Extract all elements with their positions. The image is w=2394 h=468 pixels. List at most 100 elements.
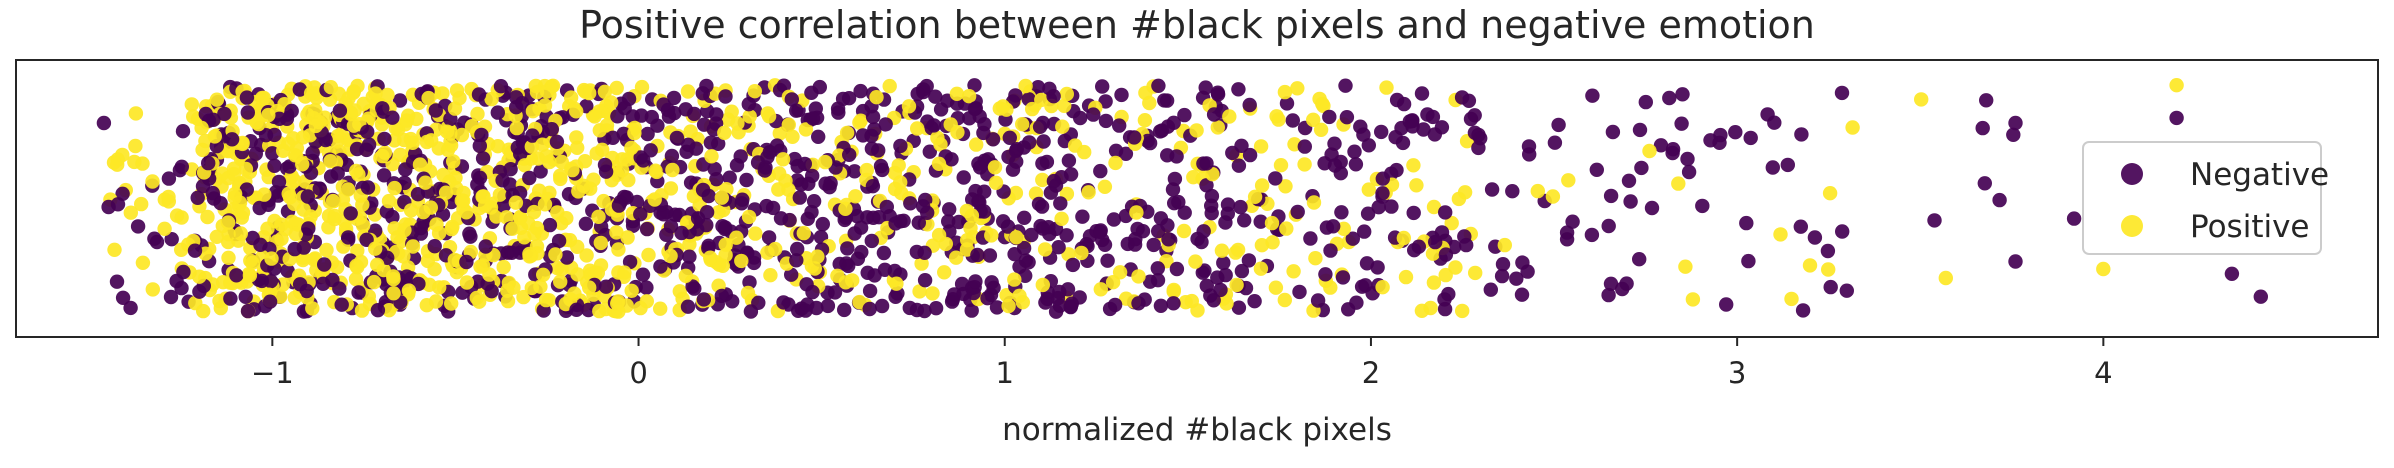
point-positive [1108, 155, 1123, 171]
point-positive [409, 111, 424, 127]
point-negative [840, 241, 855, 256]
point-positive [621, 172, 636, 188]
point-negative [1151, 78, 1166, 94]
point-negative [784, 267, 799, 282]
point-negative [1196, 156, 1211, 171]
point-negative [115, 290, 131, 305]
point-positive [135, 255, 151, 270]
point-negative [862, 301, 877, 317]
point-positive [1545, 189, 1561, 204]
point-positive [526, 204, 542, 220]
point-negative [674, 225, 689, 241]
point-negative [1388, 130, 1403, 145]
point-positive [509, 120, 524, 136]
point-positive [582, 280, 597, 295]
point-negative [240, 303, 256, 319]
point-positive [285, 131, 301, 146]
point-negative [1411, 239, 1427, 254]
point-positive [1306, 112, 1321, 128]
point-negative [1177, 107, 1192, 123]
point-positive [1057, 98, 1072, 114]
point-negative [1495, 257, 1511, 272]
point-positive [1642, 143, 1657, 159]
point-positive [1396, 230, 1412, 246]
point-negative [970, 247, 985, 263]
point-positive [319, 242, 334, 258]
point-negative [806, 194, 822, 209]
point-negative [1374, 124, 1389, 140]
point-negative [977, 184, 992, 199]
point-negative [334, 297, 349, 312]
point-negative [876, 245, 892, 261]
point-negative [410, 187, 426, 202]
point-negative [598, 164, 614, 179]
point-positive [969, 137, 984, 152]
point-negative [968, 101, 983, 116]
point-positive [1678, 259, 1693, 274]
point-positive [648, 163, 663, 178]
point-positive [1059, 86, 1075, 102]
point-negative [797, 156, 812, 172]
point-positive [1018, 78, 1033, 94]
point-positive [960, 233, 975, 248]
point-negative [964, 303, 979, 318]
point-negative [867, 122, 882, 137]
point-negative [989, 300, 1005, 315]
point-negative [1427, 127, 1443, 142]
point-negative [789, 103, 804, 118]
point-negative [1615, 281, 1630, 297]
point-positive [1685, 292, 1701, 307]
point-negative [478, 239, 493, 254]
point-positive [431, 141, 446, 156]
point-negative [968, 274, 983, 289]
point-positive [393, 147, 408, 162]
point-negative [192, 284, 207, 299]
point-negative [474, 127, 489, 143]
point-positive [624, 283, 639, 298]
point-negative [650, 118, 665, 133]
point-positive [435, 86, 450, 101]
point-negative [1494, 268, 1510, 284]
point-negative [865, 109, 881, 125]
point-positive [529, 84, 545, 100]
point-positive [1097, 179, 1113, 194]
point-positive [653, 301, 668, 316]
point-negative [639, 280, 654, 295]
point-positive [1316, 98, 1331, 114]
point-negative [1375, 171, 1391, 186]
point-negative [1653, 138, 1669, 153]
point-positive [678, 268, 693, 283]
point-positive [550, 205, 565, 220]
point-positive [948, 250, 964, 265]
point-negative [842, 147, 857, 162]
point-negative [1051, 240, 1066, 255]
point-negative [229, 268, 244, 283]
point-positive [427, 262, 442, 277]
point-negative [687, 281, 702, 296]
point-positive [145, 174, 160, 189]
point-positive [609, 80, 624, 96]
point-positive [446, 154, 461, 169]
point-positive [472, 294, 487, 309]
point-positive [233, 226, 248, 241]
point-negative [1177, 205, 1192, 220]
point-negative [1093, 224, 1108, 240]
point-negative [735, 192, 750, 207]
point-positive [1821, 262, 1836, 277]
point-negative [376, 168, 392, 183]
point-positive [1361, 182, 1377, 197]
point-negative [1210, 87, 1226, 102]
point-negative [1075, 209, 1090, 224]
point-negative [1166, 115, 1181, 130]
point-negative [794, 177, 809, 192]
point-positive [1448, 260, 1463, 275]
point-positive [276, 143, 291, 158]
point-positive [1530, 183, 1546, 199]
point-negative [1632, 122, 1648, 138]
point-positive [535, 137, 550, 152]
point-negative [1112, 118, 1127, 133]
point-negative [1242, 97, 1257, 113]
point-positive [542, 154, 557, 170]
point-positive [683, 124, 698, 139]
point-positive [1375, 280, 1390, 295]
